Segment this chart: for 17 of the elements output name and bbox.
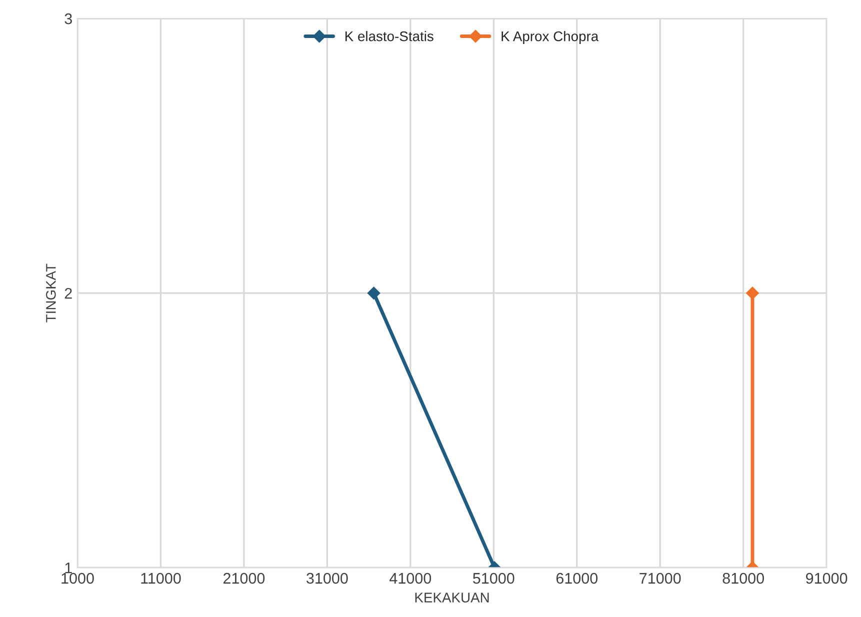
x-tick-label: 41000 (390, 572, 432, 584)
x-tick-label: 31000 (306, 572, 348, 584)
y-tick-label: 3 (64, 13, 72, 24)
x-tick-label: 51000 (473, 572, 514, 584)
x-tick-label: 1000 (62, 572, 94, 584)
x-tick-label: 21000 (223, 572, 265, 584)
x-tick-label: 91000 (806, 572, 848, 584)
legend-label: K elasto-Statis (345, 31, 434, 42)
x-axis-title: KEKAKUAN (415, 592, 489, 602)
y-tick-label: 1 (65, 562, 72, 574)
y-axis-title: TINGKAT (46, 264, 56, 322)
y-tick-label: 2 (64, 288, 72, 299)
legend-label: K Aprox Chopra (502, 31, 599, 44)
x-tick-label: 61000 (556, 572, 598, 584)
x-tick-label: 81000 (722, 572, 764, 584)
x-tick-label: 11000 (141, 572, 181, 584)
x-tick-label: 71000 (640, 572, 681, 584)
